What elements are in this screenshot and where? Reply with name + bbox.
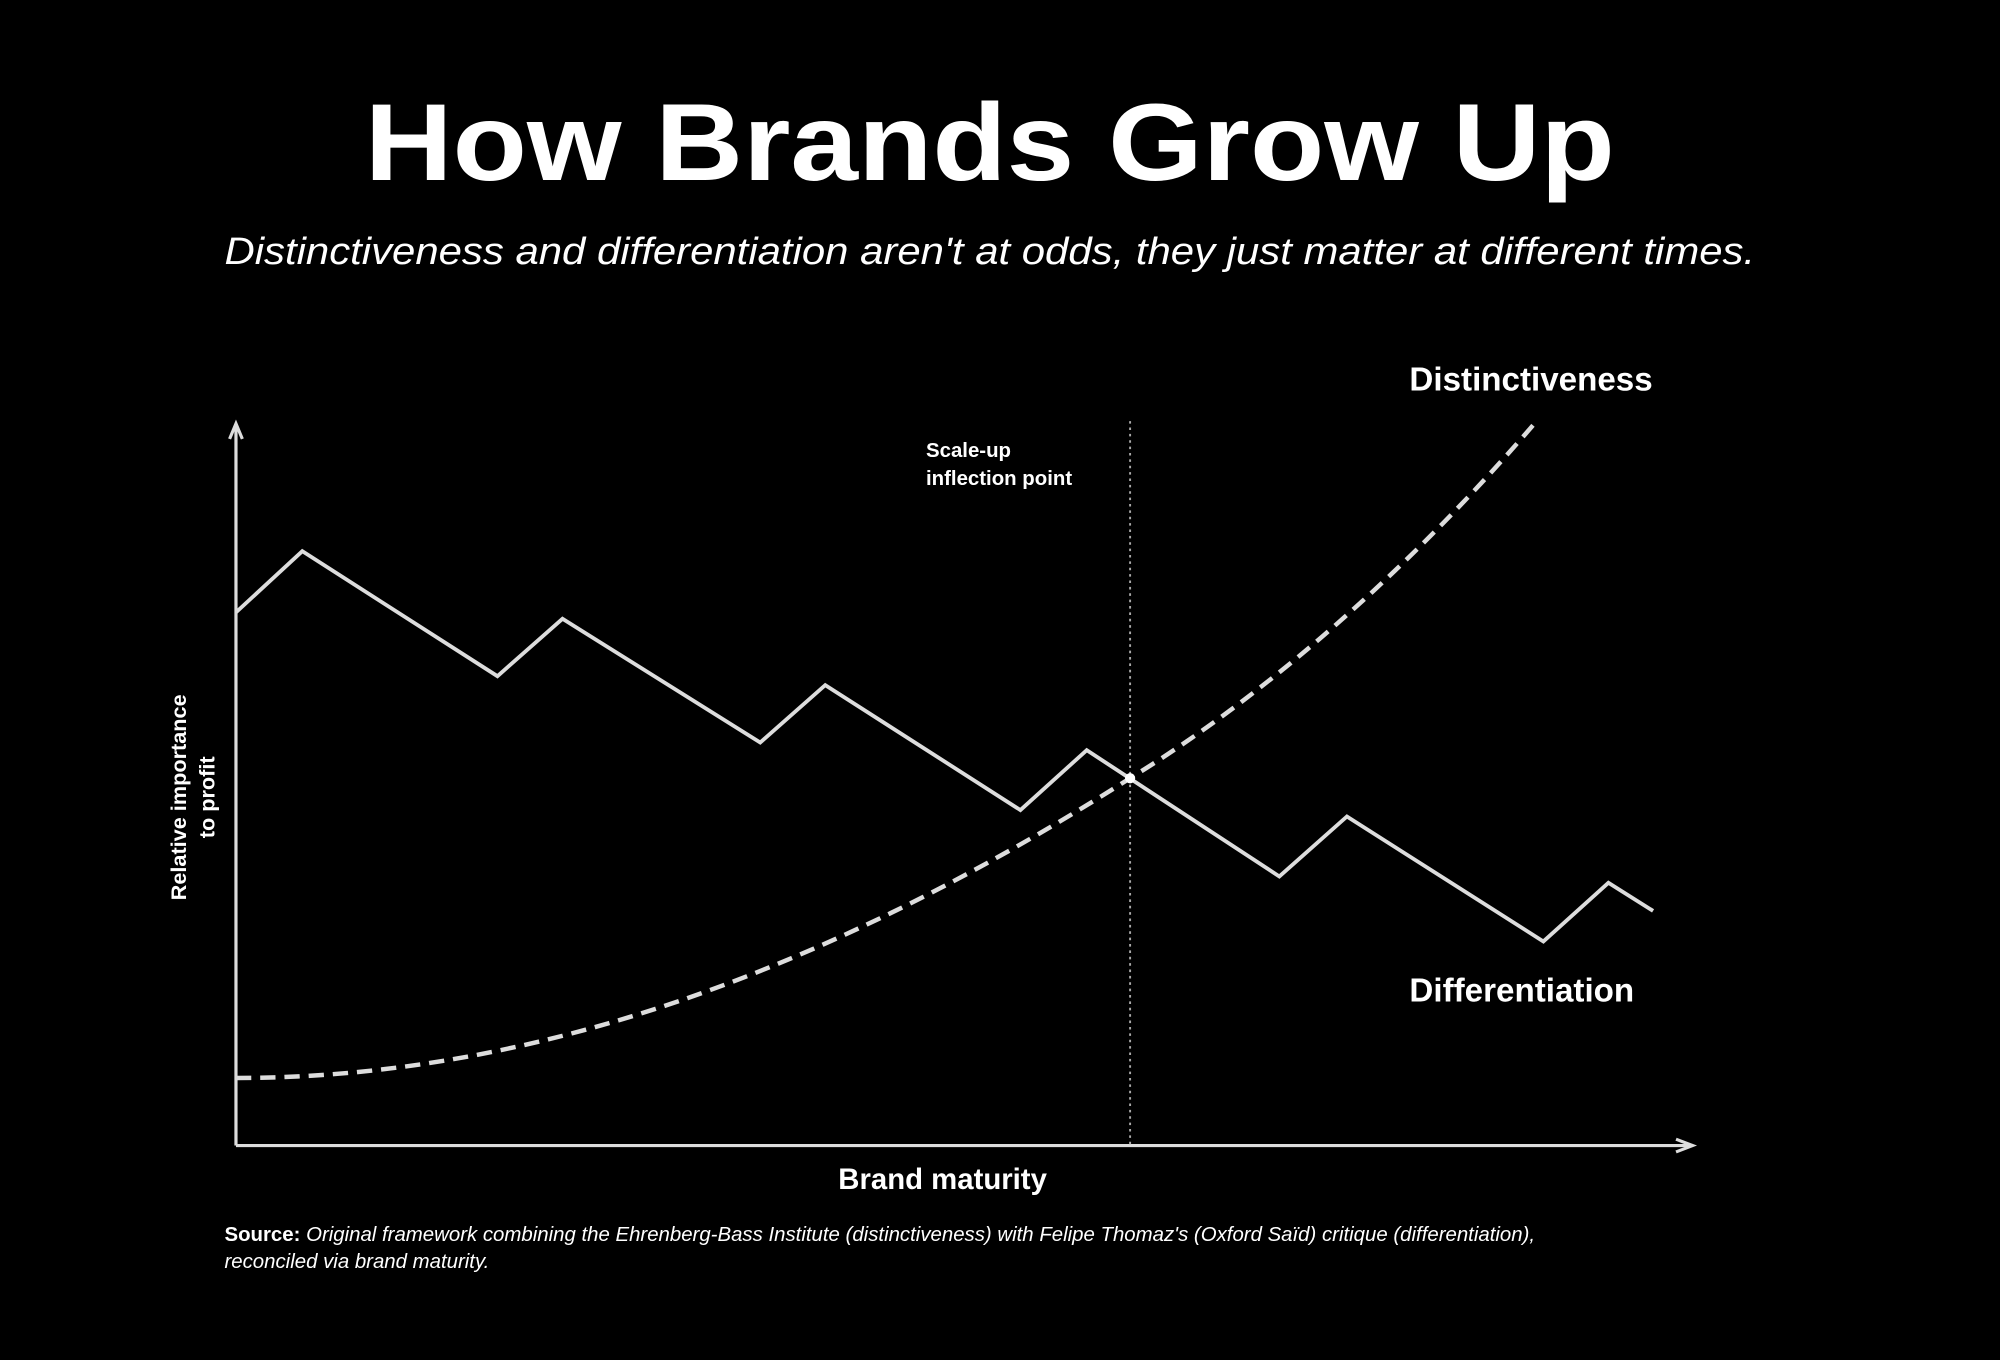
distinctiveness-line [235, 422, 1537, 1081]
title: How Brands Grow Up [365, 82, 1615, 204]
source-line: Source: Original framework combining the… [224, 1224, 1535, 1246]
differentiation-label: Differentiation [1409, 972, 1634, 1009]
subtitle: Distinctiveness and differentiation aren… [224, 230, 1755, 273]
y-axis-title-line: Relative importance [166, 694, 191, 900]
source-text: reconciled via brand maturity. [224, 1251, 489, 1273]
x-axis-title: Brand maturity [838, 1163, 1047, 1196]
axes [228, 419, 1698, 1154]
distinctiveness-label: Distinctiveness [1409, 361, 1652, 398]
intersection-point [1125, 773, 1136, 784]
inflection-label: inflection point [926, 468, 1072, 490]
x-arrow [1675, 1137, 1698, 1154]
source-label: Source: [224, 1224, 300, 1246]
inflection-label: Scale-up [926, 440, 1011, 462]
differentiation-line [234, 548, 1655, 944]
y-axis-title: Relative importance to profit [166, 694, 219, 900]
y-arrow [228, 419, 244, 440]
source-text: Original framework combining the Ehrenbe… [306, 1224, 1535, 1246]
y-axis-title-line: to profit [194, 756, 219, 838]
